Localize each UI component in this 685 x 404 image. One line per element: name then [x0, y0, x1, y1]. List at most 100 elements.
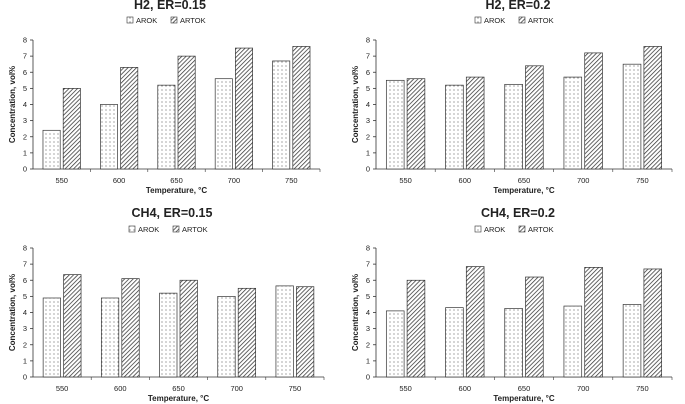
y-tick-label: 7 [366, 260, 370, 269]
bar-arok-550 [42, 297, 61, 378]
bar-artok-600 [121, 278, 140, 378]
legend-label-arok: AROK [484, 225, 505, 234]
bar-artok-650 [525, 276, 544, 378]
y-tick-label: 8 [366, 36, 370, 45]
y-tick-label: 1 [23, 148, 27, 157]
y-axis-title: Concentration, vol% [351, 274, 360, 351]
bar-artok-700 [235, 47, 253, 170]
y-tick-label: 3 [366, 324, 370, 333]
x-tick-label: 750 [636, 384, 649, 393]
y-tick-label: 0 [23, 373, 27, 382]
legend-swatch-artok [170, 16, 178, 24]
bar-arok-700 [563, 76, 583, 170]
bar-arok-600 [445, 84, 464, 170]
y-tick-label: 4 [23, 308, 27, 317]
bar-arok-700 [214, 78, 233, 170]
y-tick-label: 2 [366, 340, 370, 349]
chart-panel-1: H2, ER=0.15 AROK ARTOK 0 1 2 3 4 5 6 7 8 Concentrati… [8, 0, 321, 195]
x-tick-label: 600 [459, 176, 472, 185]
bar-arok-750 [275, 285, 294, 378]
bar-artok-600 [465, 76, 485, 170]
y-tick-label: 3 [366, 116, 370, 125]
bar-arok-750 [622, 63, 642, 170]
bar-artok-600 [465, 266, 485, 378]
y-tick-label: 6 [23, 68, 27, 77]
y-axis-title: Concentration, vol% [351, 66, 360, 143]
y-tick-label: 6 [23, 276, 27, 285]
y-tick-label: 2 [366, 132, 370, 141]
x-tick-label: 750 [285, 176, 298, 185]
legend-label-artok: ARTOK [528, 16, 554, 25]
bar-arok-650 [504, 83, 523, 170]
y-tick-label: 6 [366, 68, 370, 77]
x-tick-label: 550 [399, 384, 412, 393]
y-tick-label: 7 [366, 52, 370, 61]
y-axis-title: Concentration, vol% [8, 66, 17, 143]
y-tick-label: 4 [366, 308, 370, 317]
chart-panel-4: CH4, ER=0.2 AROK ARTOK 0 1 2 3 4 5 6 7 8 Concentrati… [351, 206, 673, 403]
bar-artok-750 [643, 46, 663, 170]
bar-artok-650 [525, 65, 544, 170]
y-tick-label: 8 [23, 244, 27, 253]
y-tick-label: 1 [366, 148, 370, 157]
x-axis-title: Temperature, °C [148, 394, 210, 403]
x-tick-label: 750 [289, 384, 302, 393]
x-tick-label: 650 [518, 384, 531, 393]
chart-panel-2: H2, ER=0.2 AROK ARTOK 0 1 2 3 4 5 6 7 8 Concentratio… [351, 0, 673, 195]
legend-swatch-artok [172, 225, 180, 233]
x-tick-label: 700 [228, 176, 241, 185]
x-tick-label: 650 [172, 384, 185, 393]
bar-artok-750 [643, 268, 663, 378]
y-tick-label: 3 [23, 324, 27, 333]
bar-artok-600 [120, 67, 139, 170]
y-tick-label: 3 [23, 116, 27, 125]
bar-arok-750 [622, 304, 642, 378]
y-tick-label: 5 [23, 292, 27, 301]
x-tick-label: 700 [577, 176, 590, 185]
bar-artok-700 [584, 52, 603, 170]
x-tick-label: 600 [459, 384, 472, 393]
y-tick-label: 8 [23, 36, 27, 45]
bar-artok-700 [584, 267, 603, 378]
y-tick-label: 1 [366, 356, 370, 365]
y-tick-label: 4 [23, 100, 27, 109]
bar-artok-750 [292, 46, 311, 170]
legend-label-arok: AROK [138, 225, 159, 234]
y-tick-label: 5 [366, 292, 370, 301]
y-tick-label: 7 [23, 260, 27, 269]
y-tick-label: 6 [366, 276, 370, 285]
chart-title: CH4, ER=0.15 [132, 206, 213, 220]
x-tick-label: 550 [55, 176, 68, 185]
y-tick-label: 5 [23, 84, 27, 93]
y-tick-label: 2 [23, 132, 27, 141]
x-tick-label: 700 [577, 384, 590, 393]
bar-arok-600 [100, 297, 120, 378]
y-tick-label: 5 [366, 84, 370, 93]
chart-title: H2, ER=0.2 [486, 0, 551, 12]
legend-label-arok: AROK [136, 16, 157, 25]
chart-panel-3: CH4, ER=0.15 AROK ARTOK 0 1 2 3 4 5 6 7 8 Concentrat… [8, 206, 325, 403]
legend-swatch-arok [126, 16, 134, 24]
x-axis-title: Temperature, °C [493, 394, 555, 403]
bar-arok-550 [385, 79, 405, 170]
y-axis-title: Concentration, vol% [8, 274, 17, 351]
bar-arok-600 [445, 307, 464, 378]
bar-artok-550 [406, 279, 426, 378]
bar-artok-550 [406, 78, 426, 170]
bar-arok-700 [563, 305, 583, 378]
y-tick-label: 0 [366, 373, 370, 382]
legend-label-artok: ARTOK [528, 225, 554, 234]
chart-title: CH4, ER=0.2 [481, 206, 555, 220]
bar-artok-650 [179, 279, 198, 378]
y-tick-label: 0 [366, 165, 370, 174]
x-axis-title: Temperature, °C [493, 186, 555, 195]
bar-artok-750 [296, 286, 315, 378]
chart-title: H2, ER=0.15 [134, 0, 206, 12]
bar-artok-650 [177, 55, 196, 170]
x-tick-label: 550 [399, 176, 412, 185]
legend-swatch-artok [518, 16, 526, 24]
bar-arok-600 [100, 104, 118, 170]
x-tick-label: 700 [230, 384, 243, 393]
legend-swatch-arok [474, 16, 482, 24]
